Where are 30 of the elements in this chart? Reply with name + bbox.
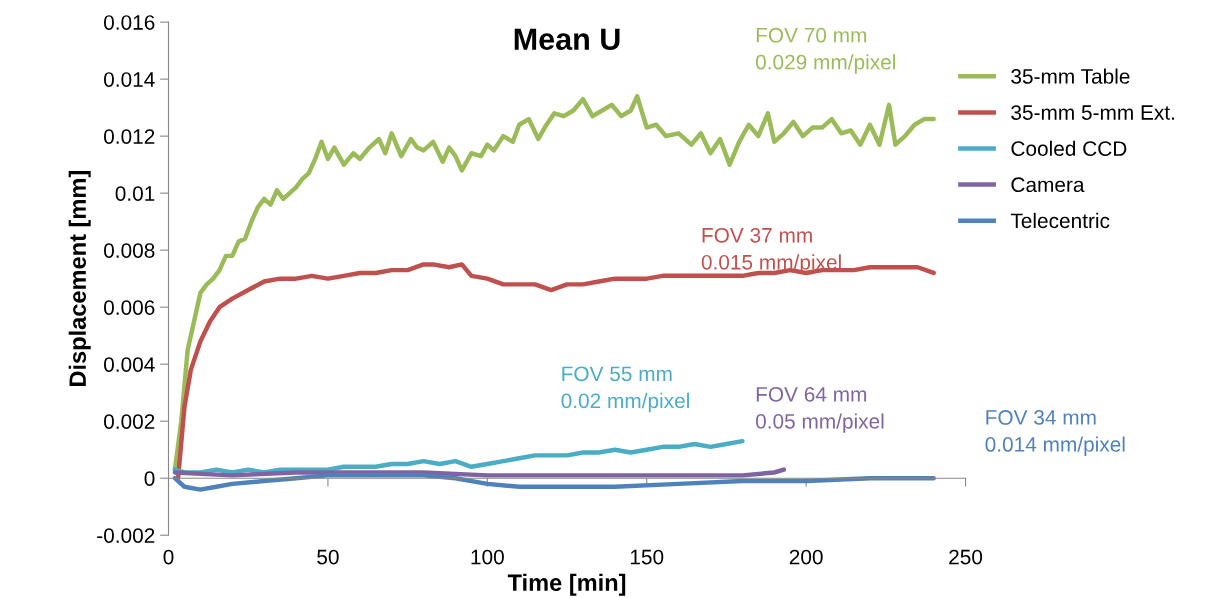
line-series (172, 473, 936, 492)
x-axis-title: Time [min] (507, 573, 626, 596)
x-tick-label: 50 (317, 549, 339, 565)
legend-label: 35-mm 5-mm Ext. (1011, 105, 1174, 120)
y-tick-label: 0.004 (104, 357, 155, 372)
x-tick-label: 150 (630, 549, 664, 565)
x-tick-label: 250 (949, 549, 983, 565)
y-tick-label: 0.002 (104, 414, 155, 429)
annotation: FOV 55 mm 0.02 mm/pixel (561, 366, 689, 413)
y-tick-label: 0.014 (104, 72, 155, 87)
y-axis-title: Displacement [mm] (68, 171, 91, 386)
annotation: FOV 70 mm 0.029 mm/pixel (755, 27, 895, 74)
chart-title: Mean U (514, 28, 620, 51)
y-tick-label: 0.006 (104, 300, 155, 315)
y-tick-label: 0.008 (104, 243, 155, 258)
x-tick-label: 100 (471, 549, 504, 565)
y-tick-label: 0.01 (115, 186, 155, 201)
line-series (172, 438, 745, 475)
legend-label: Camera (1011, 177, 1085, 193)
legend-label: 35-mm Table (1011, 68, 1130, 84)
legend-label: Cooled CCD (1011, 140, 1127, 156)
x-tick-label: 200 (789, 549, 823, 565)
y-tick-label: -0.002 (97, 528, 155, 543)
annotation: FOV 64 mm 0.05 mm/pixel (755, 386, 884, 433)
text: FOV 34 mm 0.014 mm/pixel (985, 410, 1125, 456)
y-tick-label: 0.012 (104, 129, 155, 144)
y-tick-label: 0 (144, 471, 155, 486)
x-tick-label: 0 (163, 549, 174, 565)
legend-label: Telecentric (1010, 212, 1110, 229)
y-tick-label: 0.016 (104, 15, 155, 30)
